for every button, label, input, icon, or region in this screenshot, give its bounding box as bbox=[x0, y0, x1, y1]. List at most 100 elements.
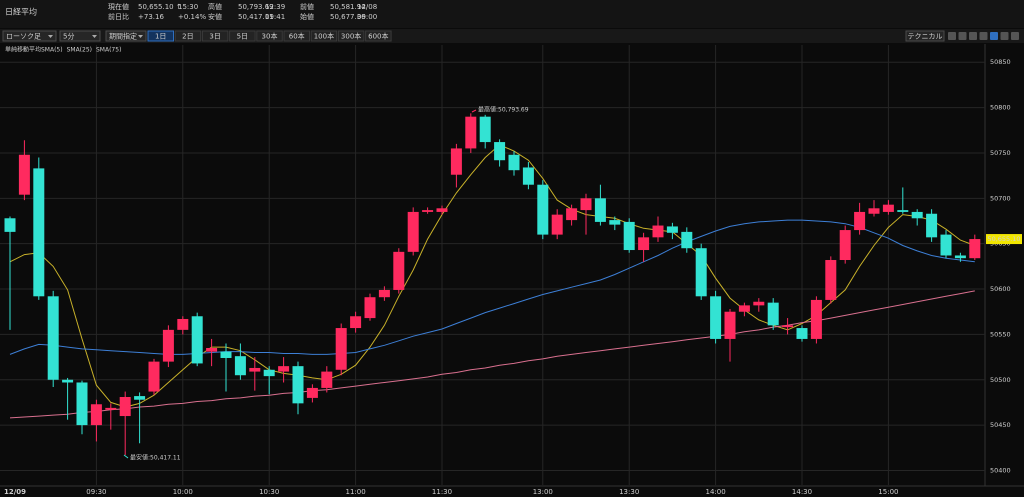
x-tick-label: 11:30 bbox=[432, 488, 452, 496]
candle-body bbox=[839, 230, 851, 261]
range-button[interactable] bbox=[147, 30, 174, 42]
candle-body bbox=[292, 366, 304, 404]
tool-icon[interactable] bbox=[948, 32, 956, 40]
select-arrow bbox=[92, 35, 97, 38]
x-tick-label: 12/09 bbox=[4, 488, 26, 496]
quote-value: 50,417.11 bbox=[238, 13, 274, 21]
range-button[interactable] bbox=[337, 30, 365, 42]
candle-body bbox=[609, 220, 621, 225]
quote-extra: 15:30 bbox=[178, 3, 198, 11]
candle-body bbox=[436, 208, 448, 212]
candle-body bbox=[594, 198, 606, 222]
x-tick-label: 15:00 bbox=[878, 488, 898, 496]
candle-body bbox=[177, 318, 189, 330]
candle-body bbox=[940, 234, 952, 256]
select-label: 期間指定 bbox=[109, 32, 137, 41]
y-tick-label: 50750 bbox=[990, 149, 1011, 157]
candle-body bbox=[580, 198, 592, 211]
candle-body bbox=[465, 116, 477, 149]
candle-body bbox=[494, 142, 506, 161]
quote-value: 50,581.94 bbox=[330, 3, 366, 11]
candle-body bbox=[782, 325, 794, 328]
range-button[interactable] bbox=[310, 30, 338, 42]
y-tick-label: 50600 bbox=[990, 285, 1011, 293]
quote-label: 前値 bbox=[300, 2, 314, 11]
legend-entry: SMA(25) bbox=[67, 47, 92, 54]
x-tick-label: 13:30 bbox=[619, 488, 639, 496]
range-button[interactable] bbox=[365, 30, 392, 42]
candle-body bbox=[105, 407, 117, 410]
tool-icon[interactable] bbox=[979, 32, 988, 40]
candle-body bbox=[62, 379, 74, 383]
low-annotation: 最安値:50,417.11 bbox=[130, 454, 181, 462]
range-label: 100本 bbox=[314, 32, 334, 41]
range-button[interactable] bbox=[174, 30, 202, 42]
candle-body bbox=[263, 369, 275, 377]
range-label: 60本 bbox=[289, 32, 305, 41]
range-label: 5日 bbox=[237, 33, 248, 41]
select-label: ローソク足 bbox=[6, 33, 41, 41]
toolbar bbox=[0, 29, 1024, 43]
quote-label: 安値 bbox=[208, 12, 222, 21]
quote-value: 50,793.69 bbox=[238, 3, 274, 11]
candle-body bbox=[566, 208, 578, 221]
range-button[interactable] bbox=[229, 30, 256, 42]
annotation-leader bbox=[123, 454, 129, 459]
candle-body bbox=[537, 184, 549, 235]
candle-body bbox=[623, 221, 635, 251]
candle-body bbox=[422, 210, 434, 212]
candle-body bbox=[350, 316, 362, 329]
technical-label: テクニカル bbox=[908, 33, 943, 41]
candle-body bbox=[969, 239, 981, 259]
candle-body bbox=[76, 382, 88, 426]
quote-extra: 09:41 bbox=[265, 13, 285, 21]
quote-extra: 09:00 bbox=[357, 13, 377, 21]
x-tick-label: 14:00 bbox=[706, 488, 726, 496]
tool-icon[interactable] bbox=[990, 32, 998, 40]
tool-icon[interactable] bbox=[1000, 32, 1009, 40]
candle-body bbox=[652, 225, 664, 238]
quote-label: 高値 bbox=[208, 2, 222, 11]
y-tick-label: 50500 bbox=[990, 376, 1011, 384]
select-box[interactable] bbox=[2, 30, 57, 42]
candle-body bbox=[321, 371, 333, 388]
candle-body bbox=[18, 154, 30, 195]
quote-label: 始値 bbox=[300, 12, 314, 21]
candle-body bbox=[393, 251, 405, 290]
tool-icon[interactable] bbox=[1011, 32, 1019, 40]
tool-icon[interactable] bbox=[969, 32, 977, 40]
range-button[interactable] bbox=[283, 30, 310, 42]
range-label: 3日 bbox=[209, 33, 220, 41]
candle-body bbox=[148, 361, 160, 392]
candle-body bbox=[378, 289, 390, 298]
tool-icon[interactable] bbox=[958, 32, 967, 40]
candle-body bbox=[695, 248, 707, 297]
candle-body bbox=[47, 296, 59, 380]
candle-body bbox=[407, 211, 419, 252]
candle-body bbox=[234, 356, 246, 376]
technical-button[interactable] bbox=[905, 30, 945, 42]
range-button[interactable] bbox=[256, 30, 283, 42]
candle-body bbox=[767, 302, 779, 326]
y-tick-label: 50550 bbox=[990, 330, 1011, 338]
range-button[interactable] bbox=[201, 30, 229, 42]
indicator-title: 単純移動平均 bbox=[5, 46, 41, 54]
range-label: 1日 bbox=[155, 33, 166, 41]
candle-body bbox=[33, 168, 45, 297]
y-tick-label: 50400 bbox=[990, 466, 1011, 474]
candle-body bbox=[666, 226, 678, 233]
instrument-title: 日経平均 bbox=[5, 7, 37, 17]
candle-body bbox=[522, 167, 534, 185]
candle-body bbox=[4, 218, 16, 232]
range-label: 30本 bbox=[262, 32, 278, 41]
candle-body bbox=[206, 348, 218, 352]
select-box[interactable] bbox=[105, 30, 147, 42]
candle-body bbox=[450, 148, 462, 175]
select-label: 5分 bbox=[63, 32, 74, 41]
select-box[interactable] bbox=[59, 30, 101, 42]
candle-body bbox=[306, 387, 318, 398]
candle-body bbox=[738, 305, 750, 312]
quote-extra: 12/08 bbox=[357, 3, 377, 11]
